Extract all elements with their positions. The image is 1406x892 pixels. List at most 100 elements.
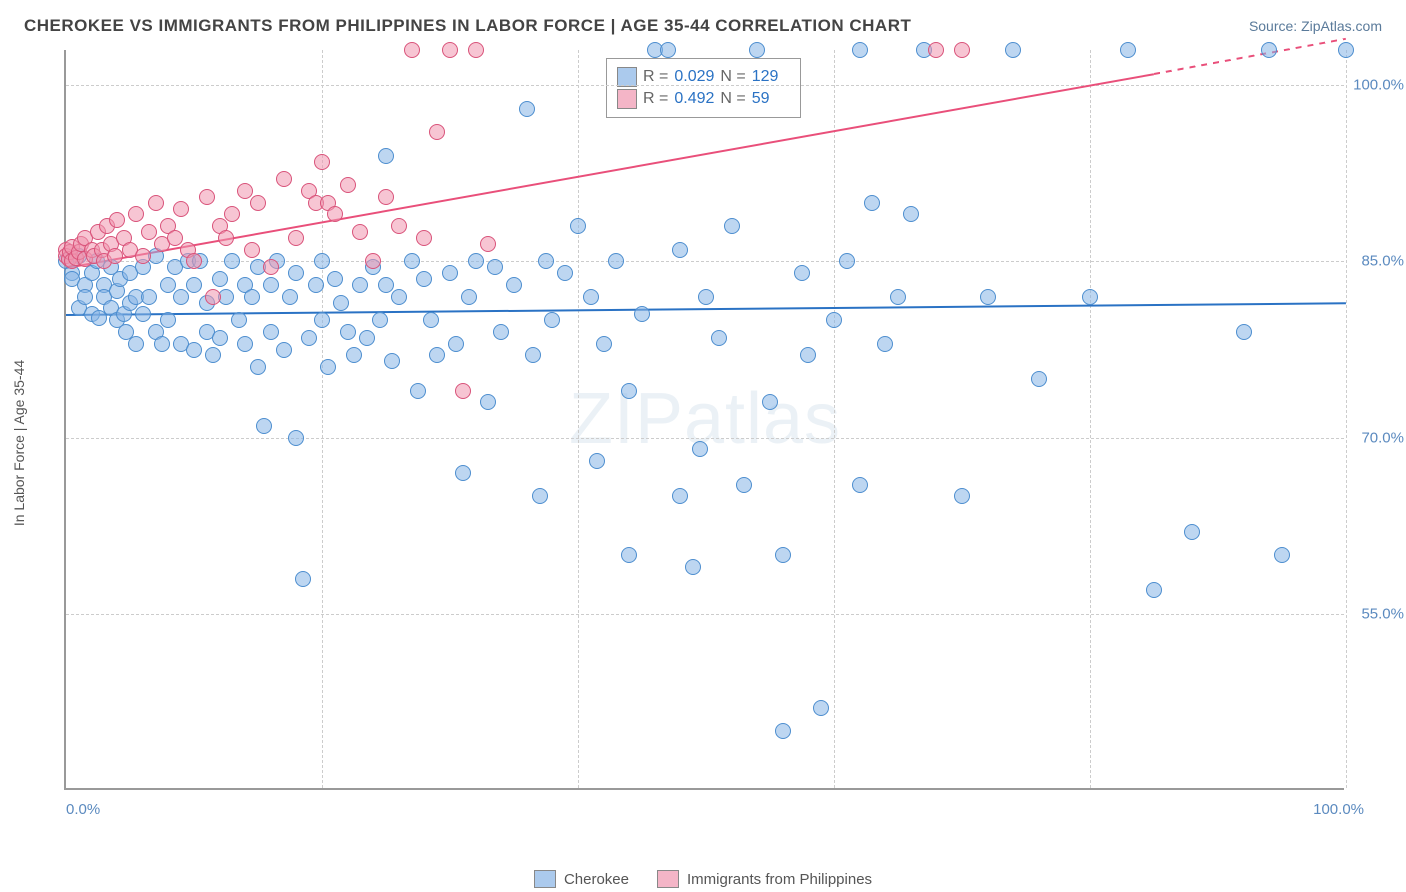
data-point (794, 265, 810, 281)
data-point (160, 312, 176, 328)
data-point (410, 383, 426, 399)
data-point (698, 289, 714, 305)
data-point (448, 336, 464, 352)
gridline-h (66, 85, 1344, 86)
data-point (186, 253, 202, 269)
data-point (903, 206, 919, 222)
data-point (212, 330, 228, 346)
data-point (1236, 324, 1252, 340)
data-point (212, 271, 228, 287)
stats-box: R = 0.029 N = 129 R = 0.492 N = 59 (606, 58, 801, 118)
data-point (1031, 371, 1047, 387)
y-tick-label: 70.0% (1334, 429, 1404, 446)
data-point (276, 171, 292, 187)
data-point (327, 206, 343, 222)
stat-r_val: 0.029 (674, 68, 714, 86)
data-point (608, 253, 624, 269)
data-point (519, 101, 535, 117)
data-point (148, 195, 164, 211)
data-point (135, 248, 151, 264)
data-point (480, 236, 496, 252)
legend-swatch (657, 870, 679, 888)
data-point (634, 306, 650, 322)
header: CHEROKEE VS IMMIGRANTS FROM PHILIPPINES … (0, 0, 1406, 44)
legend-swatch (617, 89, 637, 109)
data-point (77, 289, 93, 305)
y-tick-label: 85.0% (1334, 253, 1404, 270)
data-point (263, 259, 279, 275)
legend-item: Cherokee (534, 870, 629, 888)
data-point (244, 242, 260, 258)
data-point (314, 253, 330, 269)
data-point (596, 336, 612, 352)
data-point (205, 347, 221, 363)
data-point (442, 265, 458, 281)
stat-r_label: R = (643, 90, 668, 108)
stats-row: R = 0.492 N = 59 (617, 89, 790, 109)
data-point (762, 394, 778, 410)
source-label: Source: ZipAtlas.com (1249, 18, 1382, 34)
stat-n_label: N = (720, 90, 745, 108)
data-point (455, 465, 471, 481)
data-point (218, 230, 234, 246)
data-point (250, 359, 266, 375)
data-point (570, 218, 586, 234)
data-point (391, 218, 407, 234)
plot-region: ZIPatlas R = 0.029 N = 129 R = 0.492 N =… (64, 50, 1344, 790)
data-point (813, 700, 829, 716)
data-point (365, 253, 381, 269)
data-point (256, 418, 272, 434)
data-point (1120, 42, 1136, 58)
data-point (288, 430, 304, 446)
data-point (877, 336, 893, 352)
data-point (308, 277, 324, 293)
data-point (711, 330, 727, 346)
y-tick-label: 55.0% (1334, 605, 1404, 622)
data-point (352, 224, 368, 240)
data-point (1338, 42, 1354, 58)
data-point (141, 289, 157, 305)
data-point (839, 253, 855, 269)
data-point (954, 488, 970, 504)
data-point (327, 271, 343, 287)
data-point (128, 336, 144, 352)
data-point (288, 230, 304, 246)
legend: CherokeeImmigrants from Philippines (0, 870, 1406, 888)
data-point (167, 230, 183, 246)
gridline-v (834, 50, 835, 788)
data-point (775, 547, 791, 563)
data-point (506, 277, 522, 293)
data-point (205, 289, 221, 305)
data-point (346, 347, 362, 363)
data-point (455, 383, 471, 399)
data-point (378, 277, 394, 293)
data-point (224, 253, 240, 269)
data-point (621, 383, 637, 399)
data-point (442, 42, 458, 58)
data-point (621, 547, 637, 563)
data-point (199, 189, 215, 205)
data-point (487, 259, 503, 275)
y-axis-label: In Labor Force | Age 35-44 (11, 360, 27, 526)
data-point (890, 289, 906, 305)
data-point (109, 212, 125, 228)
gridline-v (1090, 50, 1091, 788)
data-point (800, 347, 816, 363)
data-point (724, 218, 740, 234)
data-point (416, 271, 432, 287)
data-point (295, 571, 311, 587)
data-point (352, 277, 368, 293)
data-point (685, 559, 701, 575)
data-point (263, 277, 279, 293)
data-point (378, 148, 394, 164)
data-point (749, 42, 765, 58)
data-point (237, 183, 253, 199)
data-point (404, 42, 420, 58)
data-point (173, 201, 189, 217)
data-point (186, 277, 202, 293)
data-point (736, 477, 752, 493)
data-point (557, 265, 573, 281)
data-point (372, 312, 388, 328)
data-point (340, 324, 356, 340)
data-point (391, 289, 407, 305)
